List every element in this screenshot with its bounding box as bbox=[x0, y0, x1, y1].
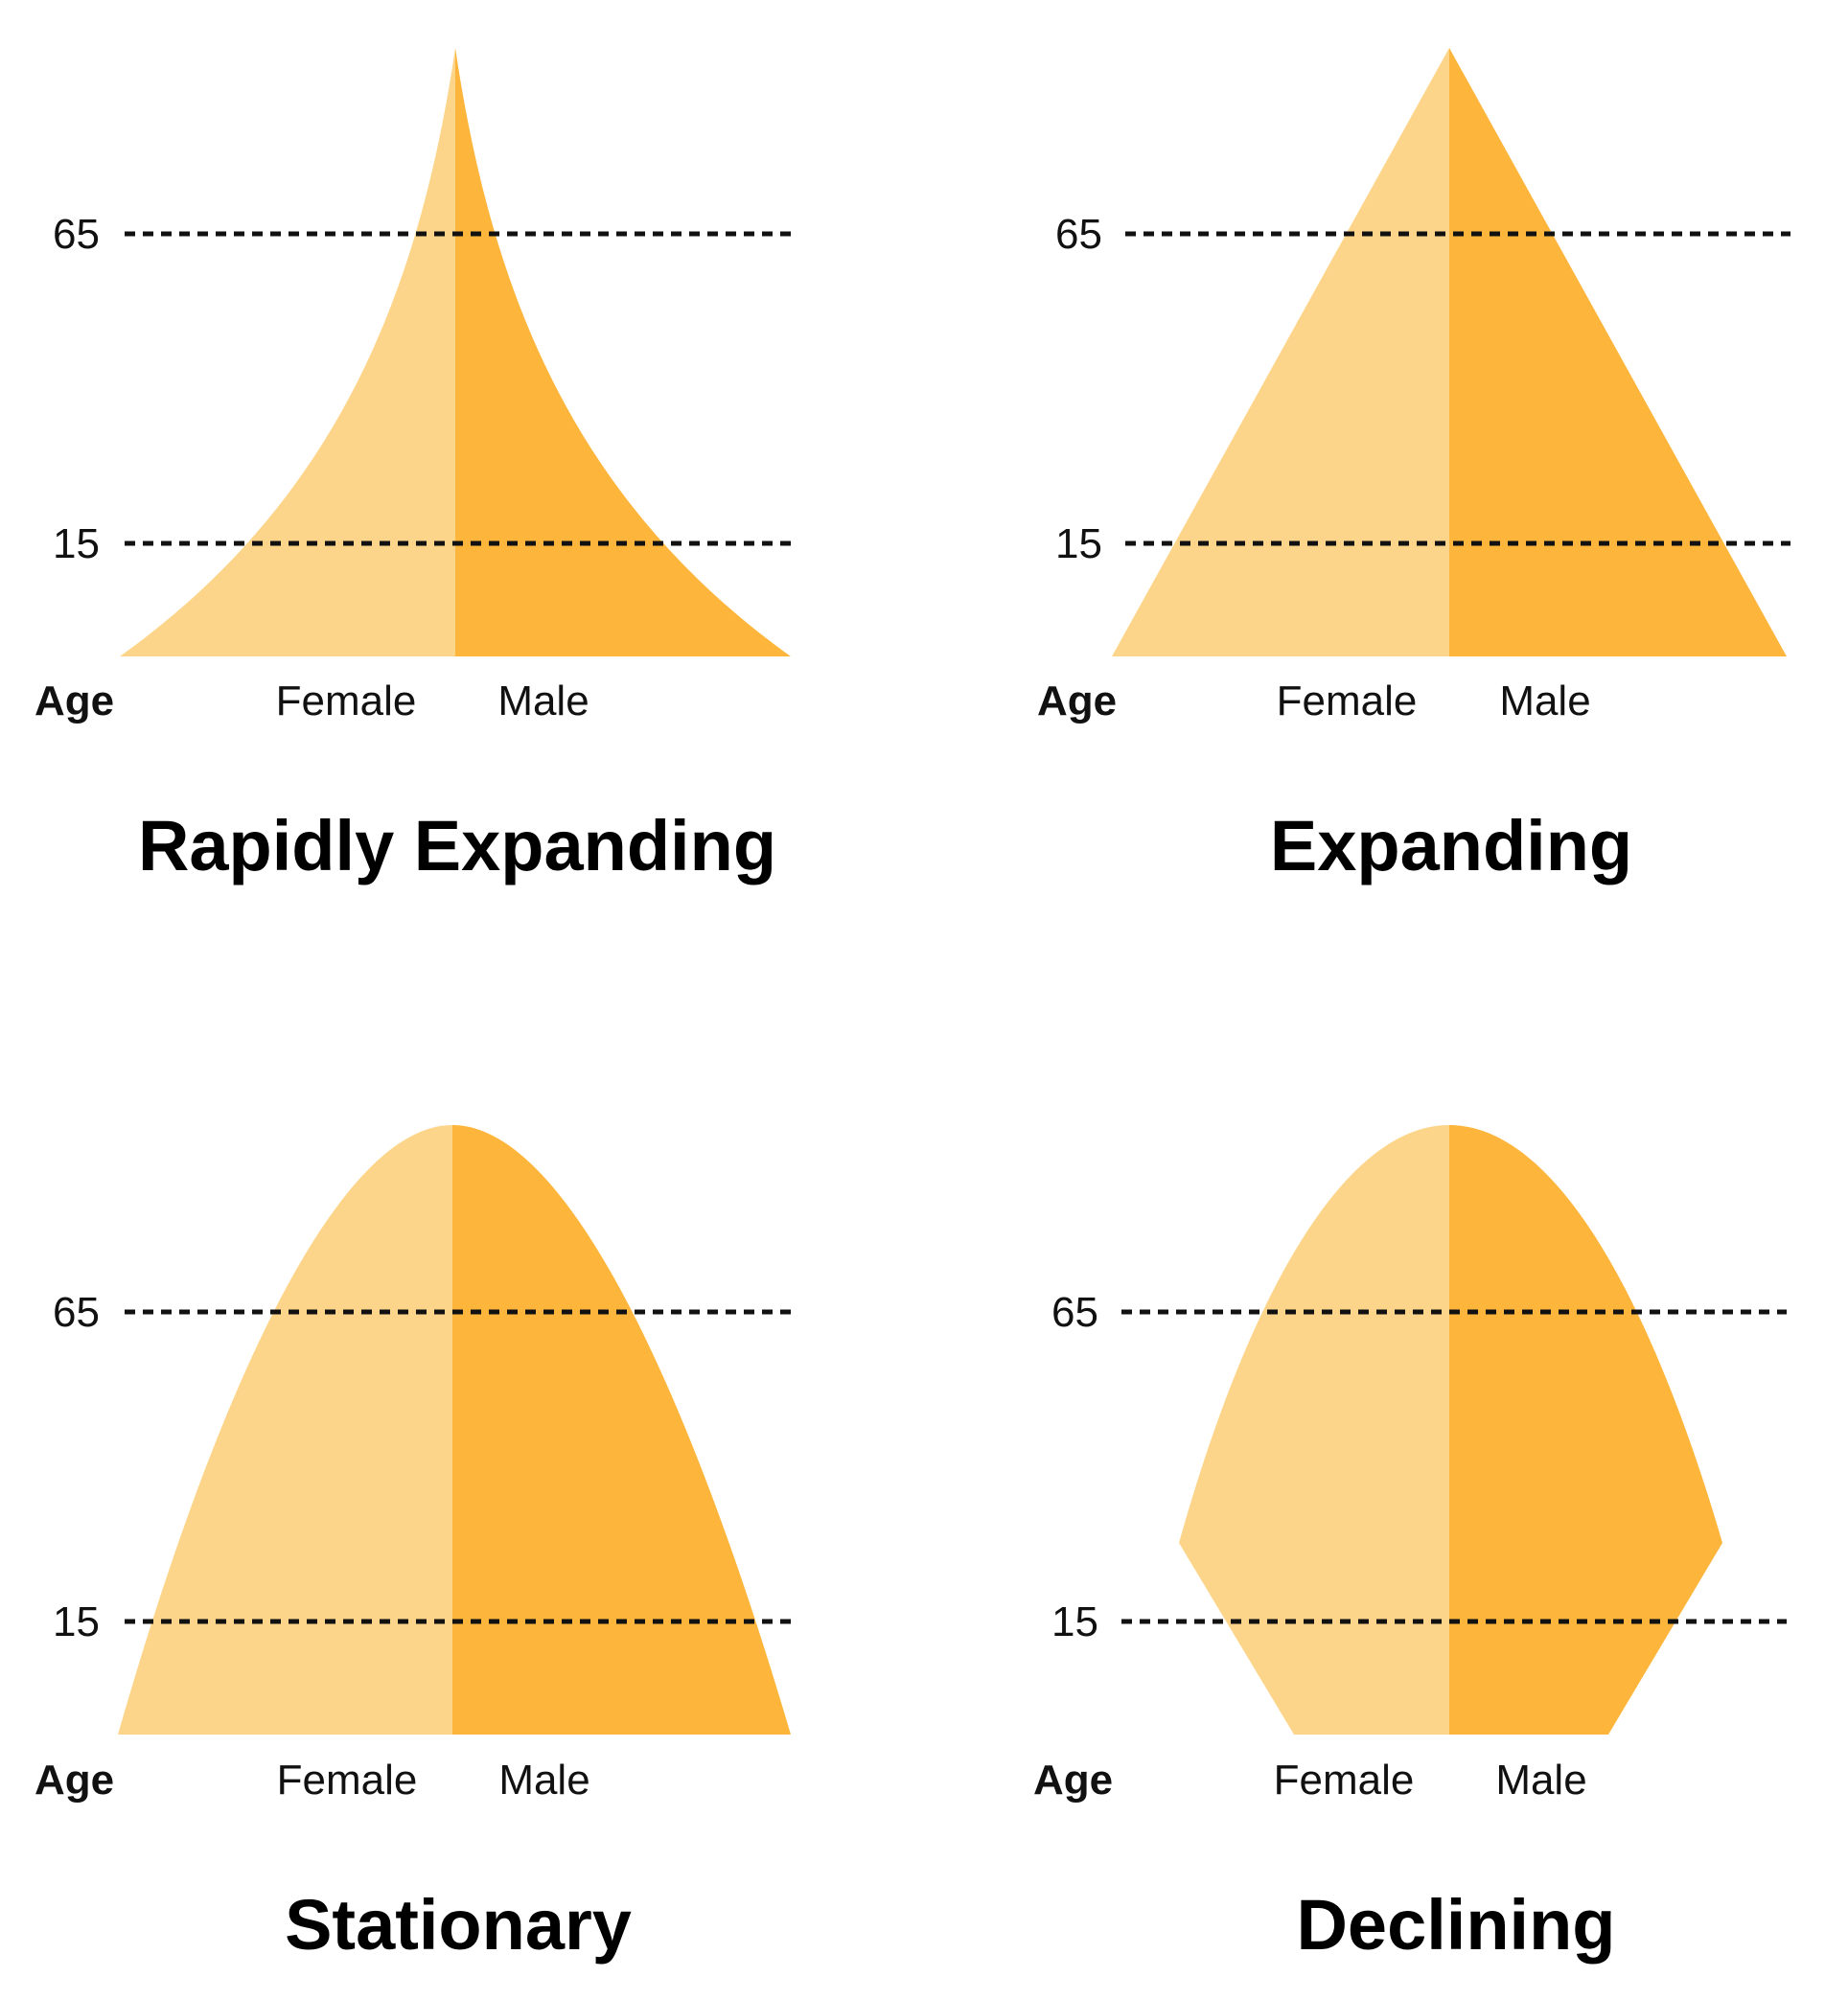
age-label: Age bbox=[35, 1757, 114, 1804]
panel-stationary: 65 15 Age Female Male Stationary bbox=[35, 1125, 791, 1965]
female-label: Female bbox=[277, 1757, 418, 1804]
male-label: Male bbox=[497, 678, 589, 724]
panel-title: Stationary bbox=[285, 1885, 632, 1965]
panel-title: Rapidly Expanding bbox=[138, 806, 776, 885]
tick-label-15: 15 bbox=[53, 520, 100, 567]
male-area bbox=[455, 48, 791, 656]
tick-label-15: 15 bbox=[1055, 520, 1102, 567]
female-label: Female bbox=[1277, 678, 1418, 724]
female-area bbox=[1179, 1125, 1449, 1735]
panel-title: Declining bbox=[1296, 1885, 1615, 1965]
panel-expanding: 65 15 Age Female Male Expanding bbox=[1037, 48, 1790, 885]
male-area bbox=[1449, 1125, 1722, 1735]
panel-declining: 65 15 Age Female Male Declining bbox=[1033, 1125, 1787, 1965]
panel-rapidly-expanding: 65 15 Age Female Male Rapidly Expanding bbox=[35, 48, 791, 885]
female-area bbox=[120, 48, 455, 656]
age-label: Age bbox=[35, 678, 114, 724]
tick-label-15: 15 bbox=[1051, 1598, 1098, 1645]
tick-label-65: 65 bbox=[1051, 1289, 1098, 1336]
female-area bbox=[118, 1125, 452, 1735]
tick-label-65: 65 bbox=[53, 211, 100, 258]
panel-title: Expanding bbox=[1270, 806, 1632, 885]
male-label: Male bbox=[1495, 1757, 1586, 1804]
age-label: Age bbox=[1037, 678, 1117, 724]
male-label: Male bbox=[498, 1757, 589, 1804]
female-area bbox=[1112, 48, 1449, 656]
age-label: Age bbox=[1033, 1757, 1113, 1804]
tick-label-65: 65 bbox=[53, 1289, 100, 1336]
male-area bbox=[452, 1125, 791, 1735]
male-label: Male bbox=[1499, 678, 1590, 724]
tick-label-15: 15 bbox=[53, 1598, 100, 1645]
female-label: Female bbox=[1274, 1757, 1415, 1804]
tick-label-65: 65 bbox=[1055, 211, 1102, 258]
female-label: Female bbox=[276, 678, 417, 724]
male-area bbox=[1449, 48, 1787, 656]
